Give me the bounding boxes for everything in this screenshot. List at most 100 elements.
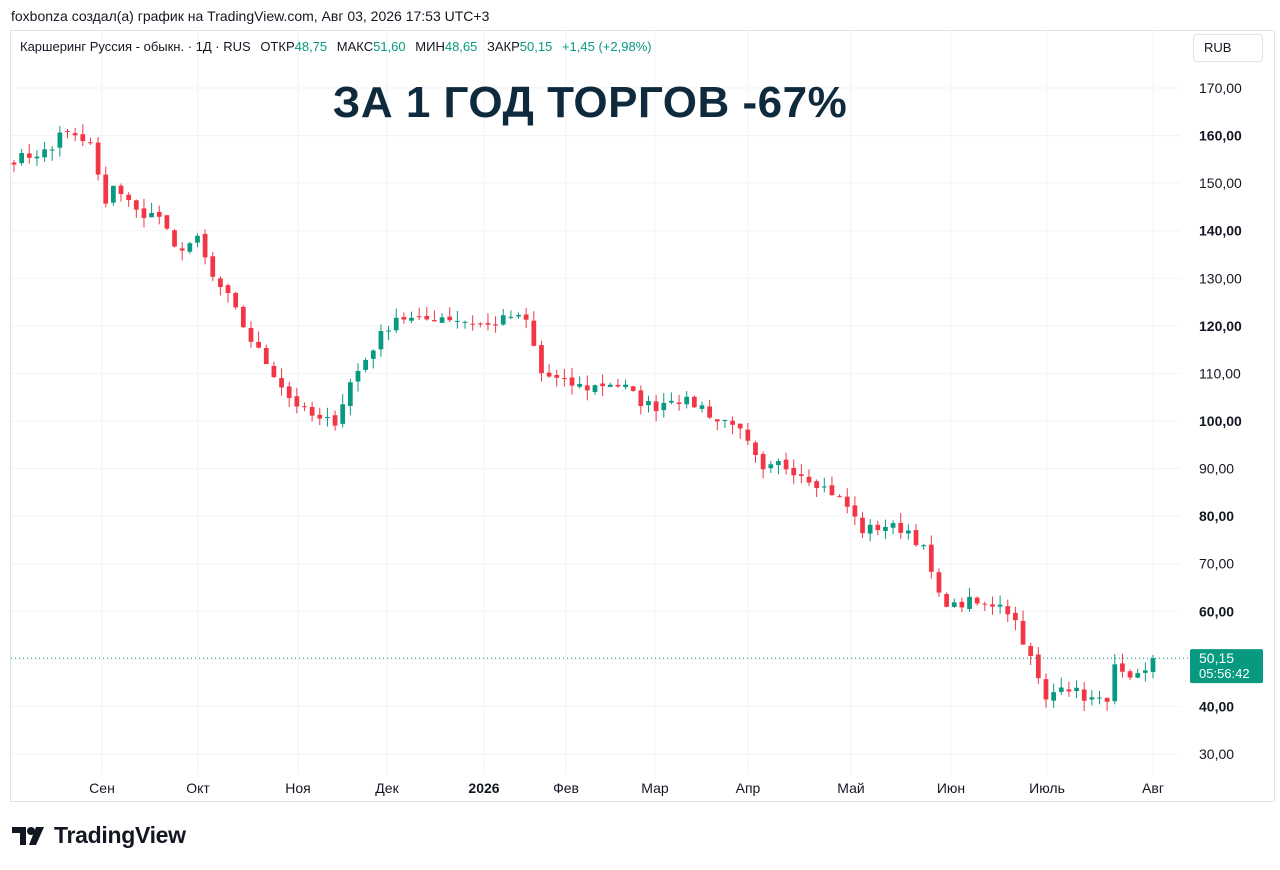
- candle-body: [42, 149, 47, 158]
- candle-body: [928, 544, 934, 572]
- candle-body: [156, 211, 162, 217]
- candle-body: [187, 243, 193, 252]
- x-tick-label: Мар: [641, 780, 669, 796]
- candle-body: [103, 174, 109, 204]
- x-tick-label: Дек: [375, 780, 399, 796]
- candle-body: [218, 278, 223, 287]
- y-tick-label: 110,00: [1199, 365, 1241, 381]
- candle-body: [477, 323, 483, 325]
- candle-body: [906, 530, 911, 534]
- candle-body: [111, 185, 116, 203]
- candle-body: [80, 134, 86, 142]
- candle-body: [531, 320, 537, 346]
- candle-body: [149, 212, 154, 218]
- candle-body: [967, 596, 972, 609]
- candle-body: [974, 597, 980, 604]
- currency-button[interactable]: RUB: [1193, 34, 1263, 62]
- candle-body: [118, 185, 124, 194]
- candle-body: [600, 383, 605, 387]
- y-tick-label: 120,00: [1199, 318, 1242, 334]
- candle-body: [210, 256, 216, 277]
- x-tick-label: Июн: [937, 780, 965, 796]
- candle-body: [890, 523, 896, 528]
- candle-body: [49, 149, 55, 151]
- candle-body: [776, 461, 781, 466]
- candle-body: [1043, 679, 1049, 700]
- candle-body: [852, 505, 858, 517]
- candle-body: [447, 316, 453, 321]
- candle-body: [1104, 697, 1110, 702]
- x-tick-label: Июль: [1029, 780, 1065, 796]
- candle-body: [294, 396, 300, 407]
- candle-body: [760, 454, 766, 470]
- y-tick-label: 30,00: [1199, 746, 1234, 762]
- x-tick-label: Авг: [1142, 780, 1164, 796]
- candle-series: [11, 124, 1156, 712]
- candle-body: [546, 372, 552, 377]
- candle-body: [202, 233, 208, 258]
- candle-body: [1028, 646, 1034, 657]
- candle-body: [141, 208, 147, 218]
- candle-body: [737, 423, 743, 429]
- candle-body: [133, 200, 139, 210]
- candle-body: [699, 405, 705, 409]
- candle-body: [233, 292, 239, 308]
- symbol-title: Каршеринг Руссия - обыкн. · 1Д · RUS: [20, 39, 251, 54]
- brand-name: TradingView: [54, 822, 186, 848]
- candle-body: [844, 496, 850, 507]
- candle-body: [653, 401, 659, 412]
- candle-body: [355, 370, 361, 382]
- candle-body: [1089, 697, 1095, 700]
- y-tick-label: 100,00: [1199, 413, 1242, 429]
- low-value: 48,65: [444, 39, 478, 54]
- x-tick-label: Апр: [736, 780, 761, 796]
- candle-body: [256, 341, 261, 348]
- candle-body: [722, 420, 728, 422]
- close-value: 50,15: [519, 39, 553, 54]
- candle-body: [347, 382, 353, 406]
- change-value: +1,45 (+2,98%): [561, 39, 652, 54]
- x-tick-label: Май: [837, 780, 864, 796]
- last-price-tag: [1190, 649, 1263, 684]
- candle-body: [65, 131, 70, 133]
- candle-body: [798, 474, 804, 476]
- candle-body: [325, 417, 330, 419]
- candle-body: [19, 153, 25, 164]
- candle-body: [302, 406, 307, 408]
- candle-body: [248, 328, 254, 342]
- candle-body: [439, 317, 445, 323]
- candle-body: [684, 396, 690, 405]
- candle-body: [172, 230, 177, 247]
- y-tick-label: 80,00: [1199, 508, 1234, 524]
- tradingview-brand[interactable]: TradingView: [12, 822, 186, 849]
- candle-body: [913, 530, 919, 546]
- chart-headline: ЗА 1 ГОД ТОРГОВ -67%: [332, 78, 848, 127]
- chart-attribution: foxbonza создал(а) график на TradingView…: [11, 8, 490, 24]
- y-tick-label: 90,00: [1199, 461, 1234, 477]
- candle-body: [630, 386, 636, 391]
- candle-body: [225, 285, 231, 294]
- candle-body: [1035, 654, 1041, 679]
- candle-body: [95, 142, 101, 175]
- candle-body: [821, 486, 827, 488]
- candle-body: [875, 524, 881, 531]
- chart-grid: [11, 31, 1180, 775]
- candle-body: [1013, 612, 1018, 621]
- candle-body: [34, 156, 40, 159]
- candle-body: [11, 162, 17, 165]
- candle-body: [661, 402, 667, 411]
- candle-body: [57, 132, 63, 148]
- candle-body: [126, 194, 132, 200]
- candle-body: [1142, 670, 1148, 673]
- candle-body: [409, 317, 414, 321]
- candle-body: [1005, 606, 1011, 615]
- candle-body: [424, 315, 430, 320]
- symbol-legend[interactable]: Каршеринг Руссия - обыкн. · 1Д · RUS ОТК…: [20, 39, 652, 54]
- x-tick-label: Ноя: [285, 780, 310, 796]
- candle-body: [676, 402, 682, 405]
- candle-body: [493, 324, 498, 326]
- candle-body: [883, 526, 888, 531]
- candle-body: [26, 153, 32, 158]
